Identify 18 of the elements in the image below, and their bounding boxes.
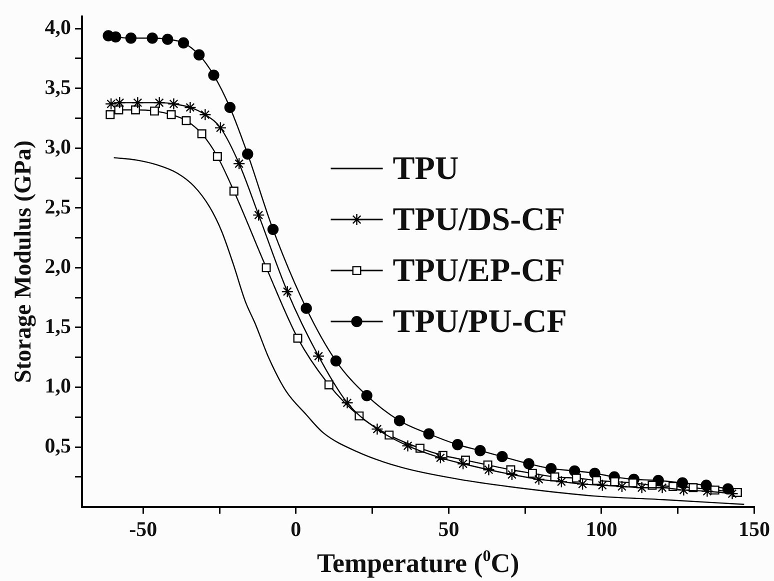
x-tick-label: 150 [738,516,770,541]
legend-label: TPU/PU-CF [392,304,567,340]
y-tick-label: 2,0 [44,254,72,278]
y-tick-label: 4,0 [44,14,72,39]
x-tick-label: -50 [129,516,158,541]
legend-label: TPU/DS-CF [392,202,566,238]
y-tick-label: 2,5 [44,194,72,218]
x-tick-label: 50 [438,516,460,541]
y-tick-label: 1,5 [44,314,72,338]
y-axis-title: Storage Modulus (GPa) [10,140,37,384]
legend-label: TPU/EP-CF [392,253,566,290]
y-tick-label: 3,5 [44,74,72,99]
x-tick-label: 0 [290,516,302,541]
y-tick-label: 1,0 [44,374,72,398]
x-tick-label: 100 [586,516,618,541]
y-tick-label: 3,0 [44,134,72,159]
legend-label: TPU [392,151,459,188]
y-tick-label: 0,5 [44,433,72,458]
